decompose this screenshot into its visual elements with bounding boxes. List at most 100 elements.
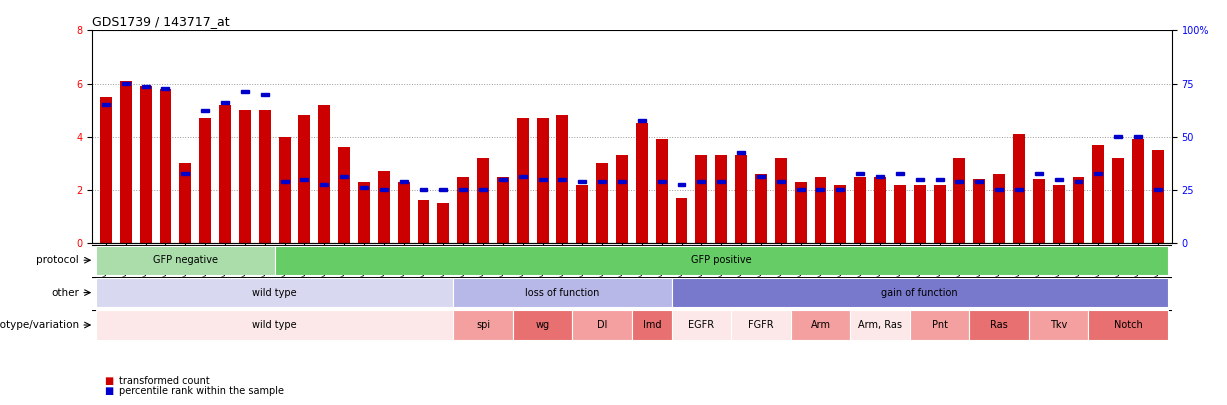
Bar	[536, 118, 548, 243]
Bar	[757, 175, 764, 178]
Bar	[876, 175, 883, 178]
Text: ■: ■	[104, 386, 114, 396]
Bar	[517, 118, 529, 243]
Bar	[398, 182, 410, 243]
Bar	[696, 155, 707, 243]
Bar	[259, 110, 271, 243]
Bar	[99, 97, 112, 243]
Text: GDS1739 / 143717_at: GDS1739 / 143717_at	[92, 15, 229, 28]
Text: GFP positive: GFP positive	[691, 255, 751, 265]
Bar	[1094, 172, 1102, 175]
Bar	[141, 85, 150, 88]
Bar	[221, 100, 229, 104]
Bar	[340, 175, 348, 178]
Bar	[260, 93, 269, 96]
Bar	[718, 180, 725, 183]
Bar	[697, 180, 706, 183]
Text: spi: spi	[476, 320, 490, 330]
Bar	[1152, 150, 1164, 243]
Bar	[993, 174, 1005, 243]
Bar	[598, 180, 606, 183]
Bar	[519, 175, 526, 178]
Bar	[790, 310, 850, 339]
Bar	[497, 177, 509, 243]
Bar	[914, 185, 925, 243]
Bar	[539, 178, 546, 181]
Text: ■: ■	[104, 376, 114, 386]
Bar	[676, 198, 687, 243]
Bar	[558, 178, 567, 181]
Bar	[915, 178, 924, 181]
Bar	[279, 137, 291, 243]
Bar	[301, 178, 308, 181]
Bar	[995, 188, 1002, 192]
Text: Imd: Imd	[643, 320, 661, 330]
Bar	[1029, 310, 1088, 339]
Bar	[1014, 134, 1025, 243]
Bar	[459, 188, 467, 192]
Bar	[437, 203, 449, 243]
Bar	[816, 188, 825, 192]
Text: loss of function: loss of function	[525, 288, 600, 298]
Bar	[655, 139, 667, 243]
Text: FGFR: FGFR	[748, 320, 774, 330]
Bar	[973, 179, 985, 243]
Text: wild type: wild type	[253, 288, 297, 298]
Bar	[160, 89, 172, 243]
Bar	[121, 82, 130, 85]
Bar	[636, 124, 648, 243]
Bar	[557, 115, 568, 243]
Bar	[477, 158, 490, 243]
Bar	[956, 180, 963, 183]
Bar	[96, 278, 453, 307]
Bar	[239, 110, 250, 243]
Bar	[320, 183, 328, 186]
Bar	[896, 172, 904, 175]
Bar	[1053, 185, 1065, 243]
Bar	[632, 310, 671, 339]
Bar	[1088, 310, 1168, 339]
Bar	[737, 151, 745, 154]
Text: wild type: wild type	[253, 320, 297, 330]
Bar	[162, 87, 169, 90]
Bar	[240, 90, 249, 93]
Bar	[358, 182, 369, 243]
Bar	[909, 310, 969, 339]
Bar	[281, 180, 288, 183]
Bar	[1072, 177, 1085, 243]
Bar	[815, 177, 827, 243]
Bar	[796, 188, 805, 192]
Text: Tkv: Tkv	[1050, 320, 1067, 330]
Bar	[755, 174, 767, 243]
Bar	[953, 158, 966, 243]
Bar	[850, 310, 909, 339]
Bar	[874, 177, 886, 243]
Text: protocol: protocol	[37, 255, 79, 265]
Bar	[420, 188, 427, 192]
Bar	[182, 172, 189, 175]
Bar	[596, 163, 609, 243]
Bar	[439, 188, 448, 192]
Text: Ras: Ras	[990, 320, 1007, 330]
Bar	[777, 180, 785, 183]
Bar	[1015, 188, 1023, 192]
Bar	[499, 178, 507, 181]
Bar	[837, 188, 844, 192]
Bar	[179, 163, 191, 243]
Text: percentile rank within the sample: percentile rank within the sample	[119, 386, 283, 396]
Bar	[715, 155, 728, 243]
Bar	[513, 310, 572, 339]
Bar	[618, 180, 626, 183]
Text: Dl: Dl	[598, 320, 607, 330]
Bar	[934, 185, 946, 243]
Bar	[795, 182, 806, 243]
Bar	[671, 310, 731, 339]
Bar	[854, 177, 866, 243]
Bar	[572, 310, 632, 339]
Bar	[774, 158, 787, 243]
Bar	[298, 115, 310, 243]
Bar	[671, 278, 1168, 307]
Bar	[140, 86, 152, 243]
Text: Notch: Notch	[1114, 320, 1142, 330]
Bar	[96, 245, 275, 275]
